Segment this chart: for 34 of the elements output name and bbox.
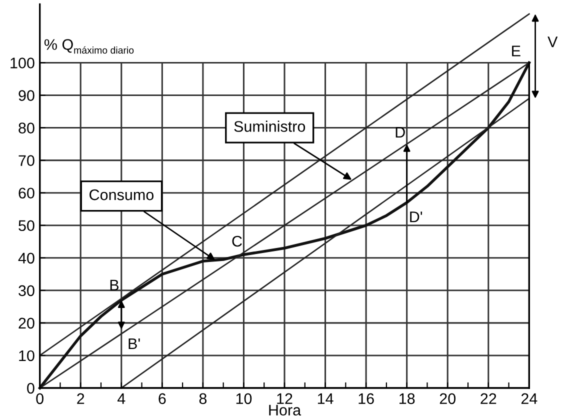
y-tick-label: 60	[18, 188, 34, 199]
annotation: C	[232, 236, 242, 247]
x-tick-label: 8	[199, 393, 207, 404]
x-tick-label: 10	[236, 393, 252, 404]
y-tick-label: 50	[18, 220, 34, 232]
y-tick-label: 70	[18, 155, 34, 166]
text: V	[548, 36, 558, 48]
y-tick-label: 90	[18, 90, 34, 101]
x-tick-label: 14	[318, 393, 334, 404]
annotation: E	[512, 46, 520, 56]
y-tick-label: 0	[27, 382, 34, 394]
y-tick-label: 100	[10, 58, 34, 68]
x-tick-label: 2	[77, 393, 84, 404]
x-tick-label: 12	[277, 393, 292, 404]
y-tick-label: 10	[19, 350, 34, 362]
annotation: D	[396, 127, 405, 138]
y-tick-label: 80	[18, 122, 34, 134]
x-tick-label: 6	[158, 393, 166, 404]
annotation: Suministro	[234, 120, 306, 132]
annotation: B'	[128, 338, 140, 349]
x-tick-label: 16	[358, 393, 374, 404]
x-tick-label: 22	[480, 393, 496, 404]
x-tick-label: 0	[36, 393, 44, 404]
annotation: D'	[410, 212, 422, 222]
y-tick-label: 40	[18, 252, 34, 264]
annotation: B	[110, 280, 119, 290]
x-axis-title: Hora	[269, 404, 302, 416]
annotation: Consumo	[90, 189, 154, 200]
y-tick-label: 30	[18, 285, 34, 296]
x-tick-label: 20	[440, 393, 456, 404]
x-tick-label: 24	[521, 393, 538, 404]
y-tick-label: 20	[18, 318, 34, 329]
x-tick-label: 4	[117, 393, 126, 404]
x-tick-label: 18	[400, 393, 415, 404]
